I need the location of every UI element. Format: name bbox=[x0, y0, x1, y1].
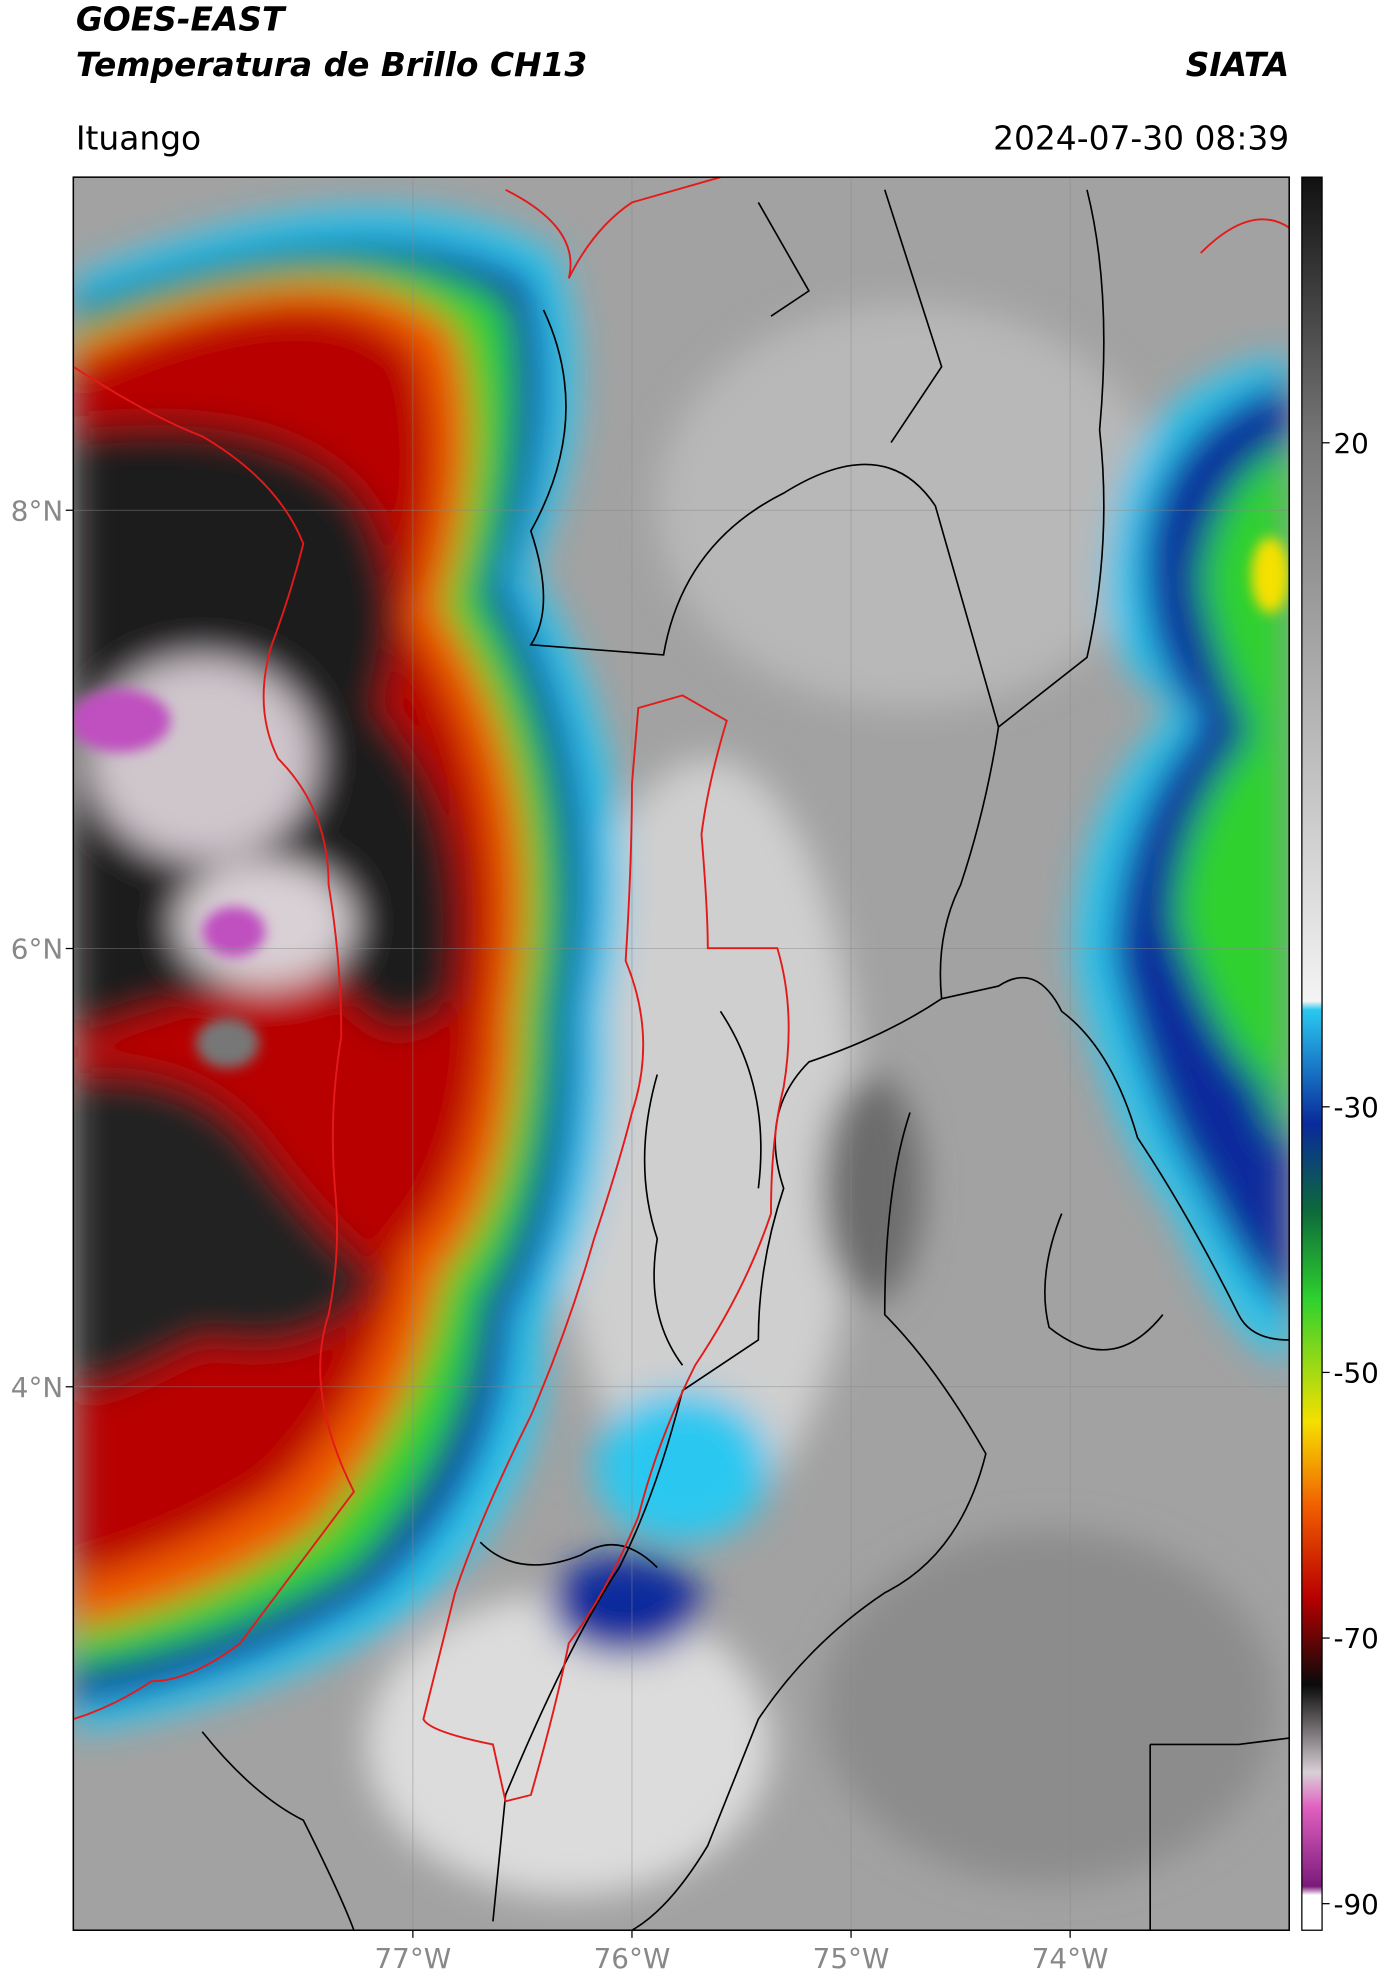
outlines bbox=[73, 177, 1290, 1803]
colorbar bbox=[1301, 176, 1323, 1931]
colorbar-tick-label: -90 bbox=[1333, 1888, 1378, 1921]
colorbar-tick-label: -30 bbox=[1333, 1091, 1378, 1124]
y-tick-label: 8°N bbox=[11, 494, 63, 527]
y-tick-label: 6°N bbox=[11, 933, 63, 966]
datetime: 2024-07-30 08:39 bbox=[993, 118, 1289, 157]
satellite-image bbox=[73, 177, 1290, 1931]
axes: 77°W 76°W 75°W 74°W 8°N 6°N 4°N bbox=[11, 494, 1109, 1975]
x-tick-label: 77°W bbox=[375, 1942, 452, 1975]
y-tick-label: 4°N bbox=[11, 1371, 63, 1404]
graticule bbox=[73, 177, 1290, 1931]
source: SIATA bbox=[1186, 45, 1289, 84]
borders bbox=[201, 189, 1290, 1931]
colorbar-ticks: 20 -30 -50 -70 -90 bbox=[1322, 427, 1379, 1921]
title: GOES-EAST bbox=[76, 0, 287, 39]
colorbar-tick-label: -50 bbox=[1333, 1357, 1378, 1390]
colorbar-tick-label: -70 bbox=[1333, 1622, 1378, 1655]
x-tick-label: 74°W bbox=[1032, 1942, 1109, 1975]
subtitle: Temperatura de Brillo CH13 bbox=[76, 45, 587, 84]
x-tick-label: 76°W bbox=[594, 1942, 671, 1975]
x-tick-label: 75°W bbox=[813, 1942, 890, 1975]
colorbar-tick-label: 20 bbox=[1333, 427, 1368, 460]
map-frame bbox=[72, 176, 1290, 1931]
location: Ituango bbox=[76, 118, 201, 157]
